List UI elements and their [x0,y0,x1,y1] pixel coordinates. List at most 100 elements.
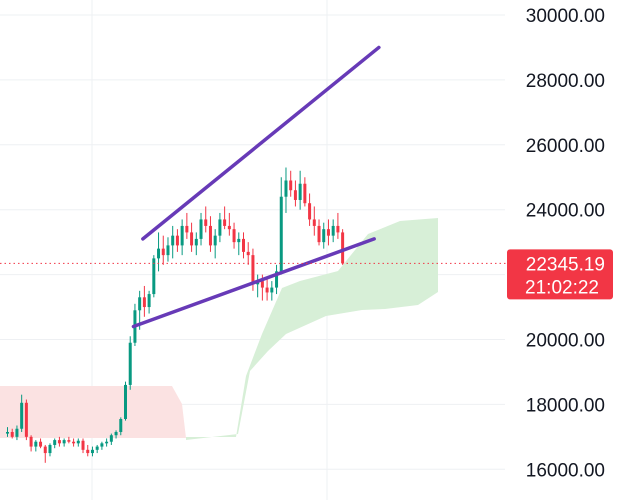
candle-body [81,440,85,450]
candle-body [161,248,165,256]
candle-body [6,431,9,434]
candle-body [48,444,52,454]
candle [24,399,28,441]
candle [308,193,312,226]
price-tick-label: 30000.00 [526,6,605,27]
candle-body [86,449,90,454]
candle [232,222,236,249]
candle [246,242,250,265]
candle [62,438,66,447]
candle [213,229,217,259]
candle-body [152,258,156,295]
candle [265,277,269,301]
candle [312,206,316,236]
candle [29,435,33,452]
candle-body [308,203,312,220]
candle-body [242,238,245,252]
candle [322,222,326,249]
candle [326,219,330,246]
candle [256,274,260,298]
candle [6,427,9,437]
candle-body [312,219,316,226]
candle-body [326,229,330,236]
candle [161,235,165,265]
candle [10,428,14,439]
candle [43,444,47,463]
candle [48,443,52,457]
candle [341,229,345,265]
candle-body [34,441,38,447]
candle-body [246,251,250,256]
current-price-badge-background [507,249,613,300]
price-tick-label: 28000.00 [526,71,605,92]
price-axis[interactable]: 16000.00 18000.00 20000.00 24000.00 26000.00… [526,6,605,481]
candle-body [270,287,274,293]
candle [227,212,231,236]
candle [72,438,76,447]
candle [242,232,245,259]
candle-body [138,297,142,311]
candle-body [208,225,212,246]
candle-countdown-label: 21:02:22 [525,277,599,298]
candle-body [24,402,28,437]
trendline[interactable] [141,45,381,241]
price-tick-label: 26000.00 [526,136,605,157]
candle [20,394,24,432]
candle [90,446,94,457]
candle-body [293,190,297,200]
candle-body [124,384,127,420]
candle-body [10,431,14,437]
candle [336,212,340,239]
candle-body [100,443,104,447]
candle-body [331,225,335,236]
candle-body [39,441,43,447]
candle-body [171,235,175,246]
candle-body [72,441,76,444]
candle-body [43,446,47,454]
candle-body [284,180,288,197]
candle-body [298,183,302,200]
candle-body [218,219,222,236]
price-tick-label: 20000.00 [526,331,605,352]
candle-body [95,446,99,450]
candle-body [341,232,345,264]
candle-body [185,225,189,233]
ichimoku-cloud [0,218,438,440]
candle [76,438,80,447]
candle [293,180,297,207]
candle-body [15,428,19,437]
candle-body [223,219,227,226]
current-price-badge: 22345.19 21:02:22 [507,249,613,300]
candle-body [260,281,264,288]
candle [39,438,43,449]
candle [194,232,198,256]
candle-body [20,402,24,429]
candle-body [265,287,269,293]
candle [270,281,274,301]
candle [119,417,123,436]
candle [124,381,127,421]
price-tick-label: 18000.00 [526,395,605,416]
trendline[interactable] [131,237,376,329]
candle [100,441,104,450]
candle-body [128,342,132,385]
candle [147,290,151,314]
candle-body [62,440,66,444]
candle [237,232,241,256]
candle-body [279,196,283,272]
candle-body [194,238,198,246]
candle [128,336,132,390]
candle-body [322,229,326,243]
candle [109,433,113,445]
candle [223,206,227,230]
candle [57,436,61,447]
trendlines[interactable] [131,45,381,329]
candle-body [76,440,80,444]
candle [114,430,118,439]
candlesticks [6,167,345,463]
candle-body [199,219,203,239]
cloud-bullish [186,218,438,440]
candle-body [119,419,123,432]
candle-body [213,235,217,246]
